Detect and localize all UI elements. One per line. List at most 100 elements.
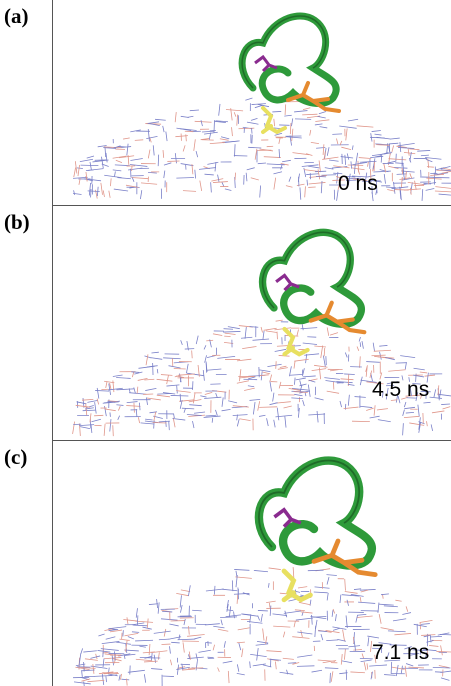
surface-bond: [412, 374, 425, 378]
surface-bond: [345, 615, 348, 629]
surface-bond: [438, 665, 450, 669]
surface-bond: [103, 672, 118, 675]
surface-bond: [412, 383, 421, 385]
surface-bond: [269, 605, 272, 616]
surface-bond: [301, 324, 304, 331]
surface-bond: [409, 148, 420, 151]
surface-bond: [300, 611, 313, 614]
surface-bond: [247, 376, 256, 380]
surface-bond: [217, 628, 229, 632]
surface-bond: [299, 380, 302, 386]
surface-bond: [205, 588, 224, 592]
surface-bond: [315, 119, 330, 122]
surface-bond: [126, 143, 129, 156]
surface-bond: [426, 640, 434, 643]
surface-bond: [409, 173, 413, 179]
surface-bond: [123, 137, 130, 140]
surface-bond: [357, 613, 367, 616]
surface-bond: [278, 381, 282, 389]
surface-bond: [254, 148, 258, 160]
surface-bond: [420, 623, 430, 625]
surface-bond: [148, 603, 159, 605]
surface-bond: [314, 345, 326, 348]
surface-bond: [182, 668, 196, 671]
surface-bond: [344, 373, 355, 375]
surface-bond: [176, 390, 191, 393]
surface-bond: [152, 145, 155, 156]
surface-bond: [284, 104, 287, 115]
surface-bond: [341, 146, 352, 150]
surface-bond: [241, 648, 244, 658]
surface-bond: [236, 358, 252, 362]
surface-bond: [236, 641, 245, 644]
ribbon-edge: [241, 15, 327, 89]
surface-bond: [379, 345, 388, 347]
surface-bond: [275, 319, 283, 322]
surface-bond: [371, 130, 381, 132]
surface-bond: [174, 112, 177, 123]
surface-bond: [292, 636, 310, 639]
surface-bond: [381, 391, 384, 398]
surface-bond: [131, 177, 149, 180]
surface-bond: [268, 567, 281, 570]
surface-bond: [418, 422, 422, 433]
surface-bond: [227, 326, 240, 330]
surface-bond: [86, 155, 95, 159]
surface-bond: [308, 379, 316, 383]
surface-bond: [195, 660, 198, 671]
surface-bond: [352, 161, 368, 166]
surface-bond: [259, 374, 269, 376]
surface-bond: [125, 184, 139, 188]
surface-bond: [300, 630, 303, 638]
surface-bond: [95, 653, 98, 660]
surface-bond: [437, 632, 450, 636]
surface-bond: [157, 602, 160, 614]
surface-bond: [370, 640, 373, 653]
surface-bond: [402, 612, 412, 615]
surface-bond: [127, 669, 145, 673]
surface-bond: [297, 586, 308, 589]
surface-bond: [232, 414, 248, 416]
surface-bond: [359, 160, 377, 163]
surface-bond: [374, 654, 377, 664]
surface-bond: [73, 190, 76, 195]
surface-bond: [150, 357, 163, 360]
surface-bond: [146, 365, 158, 368]
panel: (b) 4.5 ns: [0, 206, 451, 441]
surface-bond: [266, 600, 276, 604]
surface-bond: [426, 166, 434, 168]
surface-bond: [400, 665, 403, 674]
residue-yellow: [282, 326, 310, 357]
surface-bond: [179, 400, 183, 409]
surface-bond: [370, 155, 384, 159]
surface-bond: [147, 122, 160, 127]
surface-bond: [435, 186, 451, 189]
surface-bond: [203, 415, 221, 418]
surface-bond: [298, 601, 311, 606]
surface-bond: [204, 392, 213, 395]
surface-bond: [377, 602, 380, 613]
surface-bond: [419, 371, 428, 374]
surface-bond: [205, 642, 212, 644]
surface-bond: [339, 400, 342, 408]
surface-bond: [314, 123, 323, 126]
surface-bond: [163, 628, 167, 637]
surface-bond: [137, 417, 140, 424]
surface-bond: [252, 338, 270, 341]
surface-bond: [205, 414, 217, 417]
surface-bond: [442, 406, 451, 410]
surface-bond: [191, 164, 194, 175]
surface-bond: [322, 355, 326, 367]
surface-bond: [399, 142, 402, 153]
surface-bond: [297, 654, 313, 658]
surface-bond: [157, 652, 160, 660]
surface-bond: [85, 407, 94, 410]
surface-bond: [109, 419, 112, 432]
surface-bond: [403, 152, 416, 155]
surface-bond: [379, 372, 383, 380]
surface-bond: [147, 149, 151, 159]
surface-bond: [284, 416, 287, 428]
surface-bond: [139, 645, 146, 648]
surface-bond: [151, 652, 153, 661]
surface-bond: [112, 374, 123, 377]
